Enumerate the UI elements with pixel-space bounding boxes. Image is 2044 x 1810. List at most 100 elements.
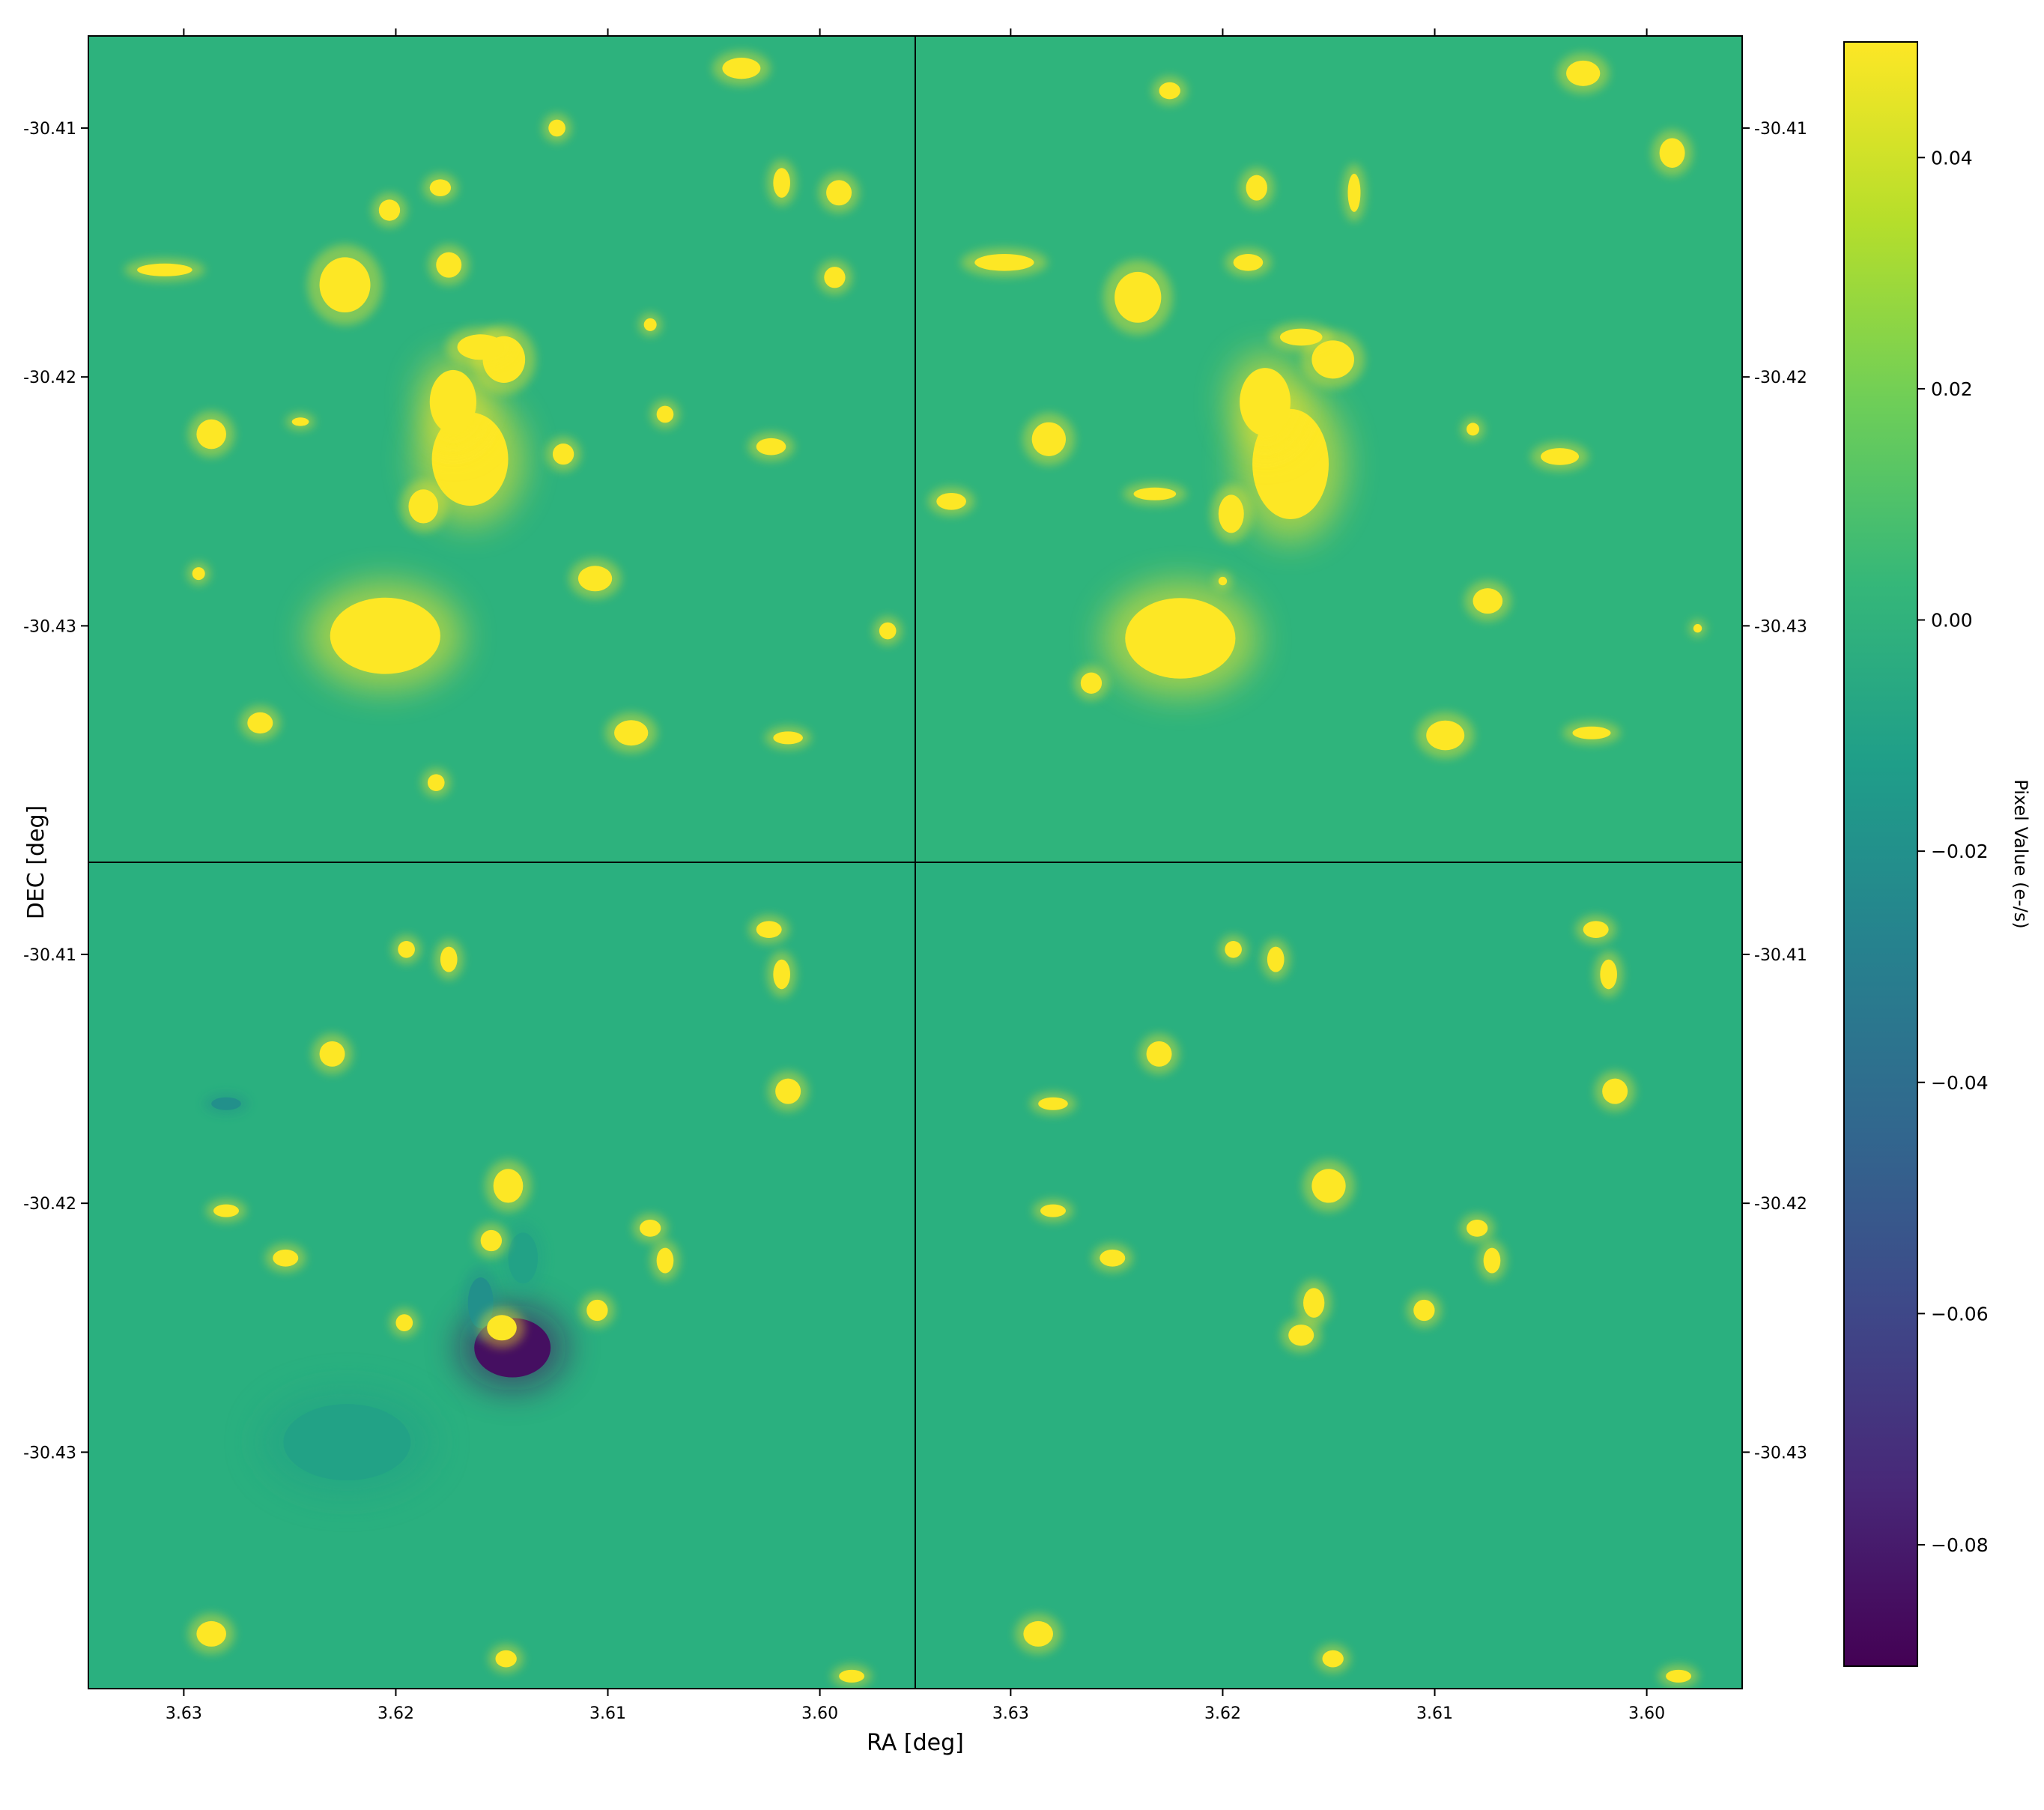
source-mark — [1125, 598, 1236, 679]
panel-background — [915, 862, 1742, 1689]
colorbar-tick-label: −0.02 — [1931, 841, 1989, 862]
source-mark — [1566, 60, 1601, 86]
source-mark — [1659, 138, 1685, 168]
x-tick-label: 3.60 — [1628, 1704, 1665, 1723]
source-mark — [656, 1247, 674, 1274]
source-mark — [1322, 1650, 1344, 1668]
source-mark — [480, 1229, 502, 1252]
y-tick-label: -30.41 — [1754, 946, 1807, 965]
source-mark — [1038, 1097, 1068, 1110]
source-mark — [1311, 340, 1354, 379]
source-mark — [1413, 1299, 1435, 1322]
x-tick-label: 3.62 — [1204, 1704, 1241, 1723]
source-mark — [291, 417, 309, 426]
source-mark — [427, 774, 445, 792]
source-mark — [1246, 175, 1267, 201]
y-tick-label: -30.43 — [1754, 1444, 1807, 1462]
source-mark — [756, 921, 782, 939]
colorbar-tick-label: −0.08 — [1931, 1534, 1989, 1556]
x-tick-label: 3.62 — [377, 1704, 414, 1723]
source-mark — [1233, 254, 1264, 271]
source-mark — [1133, 487, 1177, 500]
source-mark — [826, 180, 852, 206]
source-mark — [1240, 368, 1291, 436]
x-tick-label: 3.61 — [589, 1704, 626, 1723]
source-mark — [436, 252, 462, 278]
source-mark — [1080, 672, 1103, 694]
source-mark — [395, 1314, 413, 1331]
source-mark — [508, 1232, 539, 1284]
x-tick-label: 3.63 — [166, 1704, 202, 1723]
colorbar-label: Pixel Value (e-/s) — [2010, 779, 2031, 928]
source-mark — [1572, 726, 1611, 739]
source-mark — [495, 1650, 517, 1668]
y-tick-label: -30.43 — [1754, 617, 1807, 636]
source-mark — [775, 1078, 801, 1104]
source-mark — [773, 168, 790, 198]
source-mark — [1426, 720, 1465, 751]
colorbar-gradient — [1843, 41, 1918, 1667]
panel-bottom-left — [88, 862, 915, 1689]
panel-bottom-right — [915, 862, 1742, 1689]
source-mark — [879, 622, 897, 640]
source-mark — [440, 946, 458, 972]
y-axis-label: DEC [deg] — [23, 805, 49, 920]
source-mark — [1279, 328, 1323, 346]
source-mark — [1031, 422, 1066, 456]
source-mark — [586, 1299, 608, 1322]
source-mark — [839, 1669, 865, 1683]
colorbar-tick-label: −0.06 — [1931, 1303, 1989, 1325]
x-tick-label: 3.60 — [801, 1704, 838, 1723]
source-mark — [1023, 1620, 1053, 1647]
source-mark — [1218, 494, 1244, 533]
source-mark — [1288, 1325, 1314, 1346]
source-mark — [722, 58, 761, 79]
source-mark — [283, 1404, 411, 1481]
x-tick-label: 3.63 — [992, 1704, 1029, 1723]
source-layer — [188, 915, 873, 1688]
colorbar-tick-label: 0.04 — [1931, 147, 1973, 169]
source-mark — [487, 1315, 517, 1341]
source-mark — [1583, 921, 1609, 939]
source-mark — [398, 940, 415, 958]
panel-top-right — [915, 36, 1742, 862]
source-mark — [1602, 1078, 1628, 1104]
panel-top-left — [88, 36, 915, 862]
source-mark — [1467, 423, 1479, 436]
source-mark — [213, 1204, 239, 1217]
source-layer — [928, 52, 1707, 759]
source-mark — [457, 334, 504, 360]
source-layer — [124, 51, 903, 797]
colorbar-tick-label: 0.00 — [1931, 610, 1973, 632]
source-mark — [1600, 959, 1617, 990]
source-mark — [1100, 1249, 1126, 1267]
colorbar-ticks: 0.04 0.02 0.00 −0.02 −0.04 −0.06 −0.08 — [1917, 147, 1989, 1556]
colorbar-tick-label: 0.02 — [1931, 378, 1973, 400]
source-mark — [643, 318, 657, 331]
source-mark — [493, 1169, 524, 1203]
source-layer — [1015, 915, 1699, 1688]
colorbar: 0.04 0.02 0.00 −0.02 −0.04 −0.06 −0.08 Pixel V… — [1843, 41, 2031, 1667]
source-mark — [1218, 576, 1228, 586]
source-mark — [319, 1041, 345, 1067]
source-mark — [429, 179, 452, 196]
y-tick-label: -30.41 — [23, 120, 76, 139]
source-mark — [1666, 1669, 1692, 1683]
source-mark — [552, 443, 574, 465]
y-tick-label: -30.41 — [23, 946, 76, 965]
source-mark — [1473, 588, 1503, 614]
source-mark — [577, 566, 613, 592]
source-mark — [408, 489, 439, 524]
source-mark — [756, 438, 786, 455]
source-mark — [1267, 946, 1285, 972]
source-mark — [1467, 1220, 1488, 1237]
y-tick-label: -30.43 — [23, 1444, 76, 1462]
source-mark — [1541, 448, 1580, 465]
y-tick-label: -30.42 — [23, 1195, 76, 1214]
source-mark — [640, 1220, 661, 1237]
x-tick-label: 3.61 — [1416, 1704, 1453, 1723]
source-mark — [378, 199, 401, 221]
source-mark — [614, 720, 649, 746]
y-tick-label: -30.41 — [1754, 120, 1807, 139]
source-mark — [192, 567, 205, 581]
